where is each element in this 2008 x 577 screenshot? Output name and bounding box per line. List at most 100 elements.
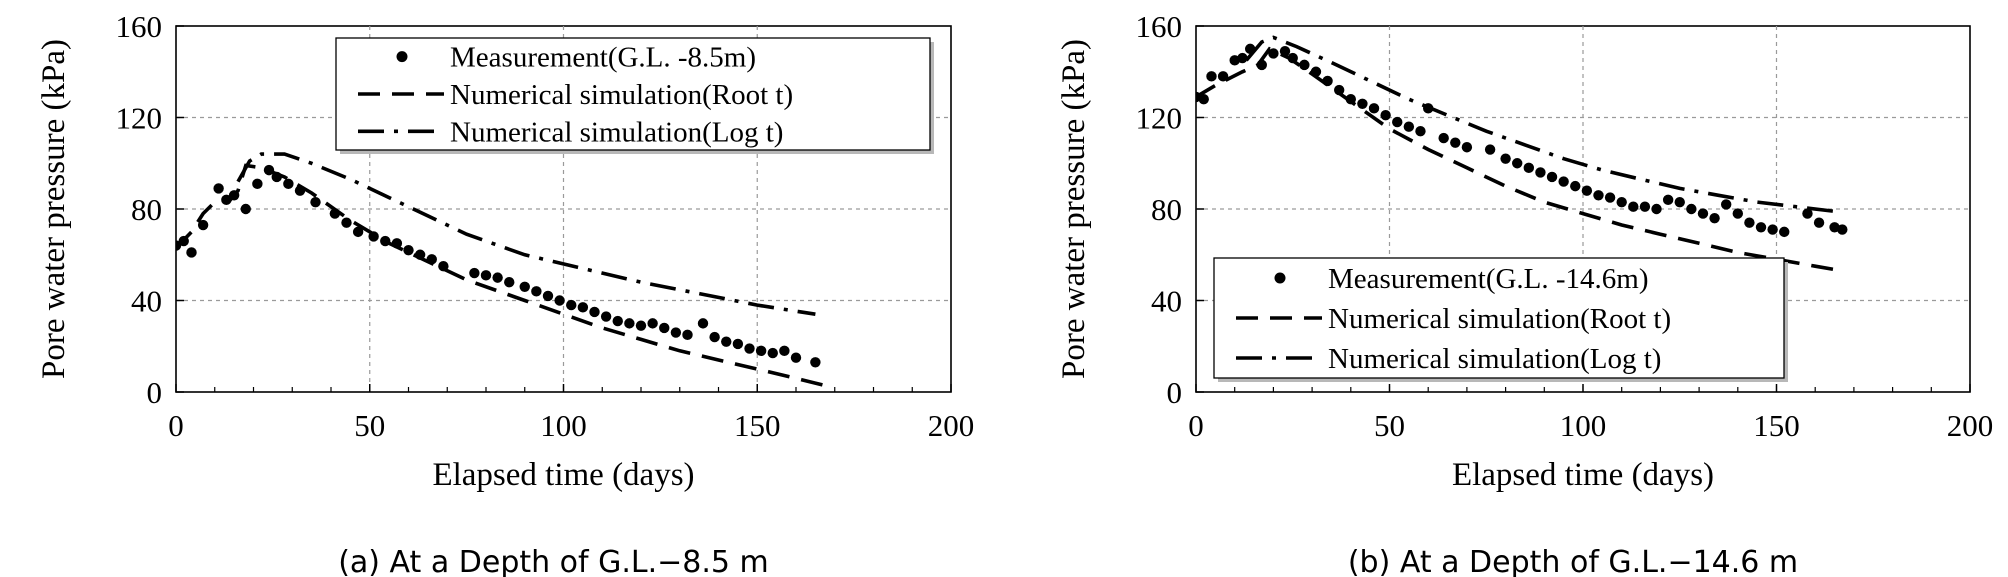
measurement-point	[732, 338, 744, 350]
y-tick-label: 160	[1136, 9, 1183, 44]
y-tick-label: 40	[1151, 284, 1182, 319]
measurement-point	[1755, 222, 1767, 233]
measurement-point	[1616, 196, 1627, 208]
panel-caption: (b) At a Depth of G.L.−14.6 m	[1348, 545, 1798, 577]
measurement-point	[542, 290, 554, 302]
measurement-point	[1512, 158, 1523, 169]
measurement-point	[682, 329, 693, 341]
measurement-point	[1581, 185, 1593, 196]
x-tick-label: 150	[1753, 408, 1800, 443]
measurement-point	[1461, 142, 1473, 153]
x-tick-label: 50	[354, 408, 385, 443]
measurement-point	[1392, 116, 1403, 128]
measurement-point	[1523, 162, 1535, 174]
y-axis-label: Pore water pressure (kPa)	[36, 39, 72, 379]
x-tick-label: 100	[540, 408, 587, 443]
measurement-point	[1813, 217, 1825, 228]
legend-label: Numerical simulation(Log t)	[1328, 343, 1661, 375]
measurement-point	[1268, 48, 1279, 59]
log-t-simulation-line	[1244, 35, 1835, 214]
measurement-point	[403, 244, 414, 256]
measurement-point	[504, 277, 515, 288]
measurement-point	[1779, 226, 1790, 238]
measurement-point	[697, 318, 709, 329]
measurement-point	[283, 178, 294, 190]
measurement-point	[1368, 103, 1380, 114]
measurement-point	[1380, 110, 1391, 121]
measurement-point	[341, 217, 352, 228]
measurement-point	[1720, 199, 1732, 210]
y-tick-label: 160	[116, 9, 163, 44]
measurement-point	[1237, 52, 1248, 64]
x-tick-label: 150	[734, 408, 781, 443]
legend-label: Numerical simulation(Root t)	[450, 79, 793, 111]
measurement-point	[779, 345, 790, 357]
root-t-simulation-line	[176, 163, 824, 387]
measurement-point	[1438, 132, 1449, 144]
legend-marker-dot	[396, 51, 408, 63]
root-t-simulation-line	[1196, 46, 1843, 273]
legend-label: Numerical simulation(Log t)	[450, 116, 783, 148]
y-tick-label: 80	[1151, 192, 1182, 227]
measurement-point	[612, 315, 623, 327]
legend: Measurement(G.L. -8.5m) Numerical simulat…	[335, 37, 934, 154]
measurement-point	[1415, 126, 1426, 137]
measurement-point	[670, 327, 682, 338]
x-tick-label: 50	[1374, 408, 1405, 443]
measurement-point	[1206, 71, 1217, 82]
measurement-point	[744, 343, 755, 354]
chart-panel-a: 0 40 80 120 160 0 50 100 150 200 Elapsed time (day…	[36, 9, 974, 577]
measurement-point	[1767, 224, 1778, 235]
measurement-point	[1546, 171, 1558, 183]
x-tick-label: 0	[168, 408, 184, 443]
measurement-point	[1403, 121, 1415, 132]
measurement-point	[469, 267, 480, 279]
panel-caption: (a) At a Depth of G.L.−8.5 m	[338, 545, 769, 577]
measurement-point	[310, 196, 321, 208]
y-tick-label: 80	[131, 192, 162, 227]
legend-label: Measurement(G.L. -8.5m)	[450, 42, 756, 74]
measurement-point	[1662, 194, 1674, 206]
measurement-point	[659, 322, 670, 334]
measurement-point	[1484, 144, 1496, 155]
y-tick-label: 0	[147, 375, 163, 410]
measurement-point	[810, 357, 821, 368]
measurement-point	[1333, 84, 1345, 96]
measurement-point	[600, 311, 612, 322]
x-axis-label: Elapsed time (days)	[1452, 457, 1714, 493]
measurement-point	[647, 318, 658, 329]
measurement-point	[1802, 208, 1813, 219]
x-tick-label: 200	[1947, 408, 1994, 443]
y-tick-label: 120	[1136, 101, 1183, 136]
measurement-point	[554, 295, 565, 306]
x-tick-label: 0	[1188, 408, 1204, 443]
measurement-point	[577, 302, 589, 313]
measurement-point	[790, 352, 802, 363]
measurement-point	[1357, 98, 1368, 109]
y-axis-label: Pore water pressure (kPa)	[1056, 39, 1092, 379]
measurement-point	[767, 347, 778, 359]
measurement-point	[197, 219, 209, 231]
measurement-point	[755, 345, 767, 357]
measurement-point	[240, 203, 251, 215]
measurement-point	[566, 299, 577, 311]
log-t-simulation-line	[236, 152, 816, 316]
legend-marker-dot	[1274, 272, 1286, 284]
measurement-point	[213, 183, 224, 194]
legend-box	[335, 37, 931, 151]
measurement-point	[1570, 180, 1581, 192]
measurement-point	[186, 247, 197, 258]
measurement-point	[1450, 137, 1461, 148]
chart-panel-b: 0 40 80 120 160 0 50 100 150 200 Elapsed time (day…	[1056, 9, 1993, 577]
measurement-point	[480, 270, 492, 281]
measurement-point	[252, 178, 263, 190]
legend: Measurement(G.L. -14.6m) Numerical simula…	[1213, 257, 1788, 382]
measurement-point	[1299, 59, 1310, 71]
measurement-point	[1535, 167, 1546, 178]
y-tick-label: 40	[131, 284, 162, 319]
measurement-point	[1500, 153, 1511, 164]
measurement-point	[519, 281, 530, 292]
measurement-point	[1744, 217, 1755, 228]
measurement-point	[1709, 212, 1720, 224]
